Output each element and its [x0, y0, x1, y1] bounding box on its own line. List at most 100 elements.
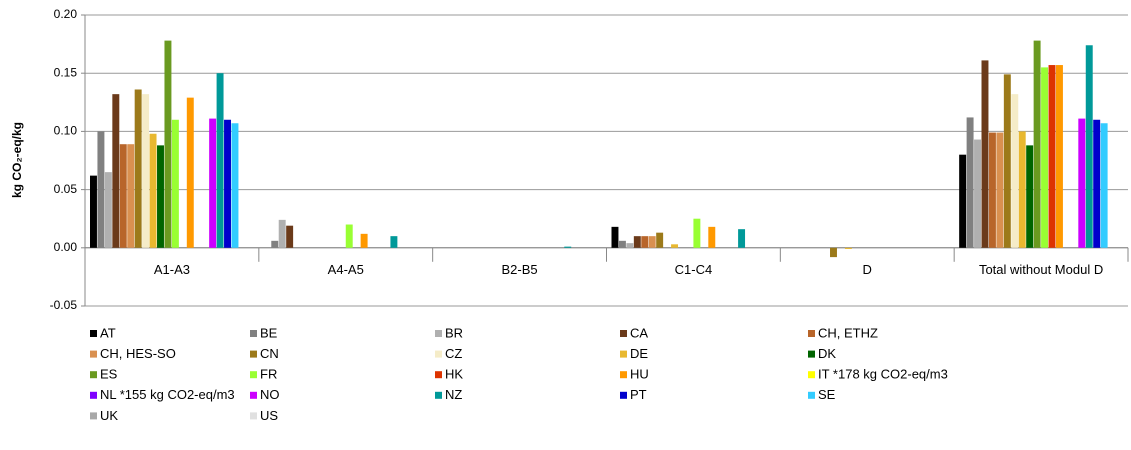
bar: [1026, 145, 1034, 248]
bar: [164, 40, 172, 248]
bar: [1041, 67, 1049, 248]
legend-label: AT: [100, 325, 116, 340]
legend-swatch: [250, 391, 257, 399]
legend-swatch: [435, 391, 442, 399]
legend-label: BE: [260, 325, 278, 340]
bar: [633, 236, 641, 248]
bar: [996, 132, 1004, 248]
legend-swatch: [808, 350, 815, 358]
x-tick-label: A4-A5: [328, 262, 364, 277]
bar: [1018, 131, 1026, 248]
legend-label: CH, HES-SO: [100, 346, 176, 361]
x-tick-label: B2-B5: [502, 262, 538, 277]
legend-swatch: [250, 412, 257, 420]
legend-swatch: [435, 371, 442, 379]
legend-label: BR: [445, 325, 463, 340]
bar: [844, 247, 852, 249]
bar: [278, 219, 286, 248]
legend-label: UK: [100, 408, 118, 423]
bar: [618, 240, 626, 248]
legend-swatch: [250, 371, 257, 379]
legend-label: CA: [630, 325, 648, 340]
legend-label: HK: [445, 367, 463, 382]
x-tick-label: Total without Modul D: [979, 262, 1103, 277]
bar: [988, 132, 996, 248]
bar: [656, 232, 664, 248]
y-tick-label: -0.05: [50, 298, 78, 312]
bar: [830, 247, 837, 258]
bar: [1055, 65, 1063, 248]
legend-swatch: [250, 330, 257, 337]
bar: [1078, 118, 1086, 248]
legend-swatch: [808, 330, 815, 337]
bar: [271, 240, 279, 248]
bar: [738, 229, 746, 248]
bar: [360, 233, 368, 248]
bar: [90, 175, 97, 248]
bar: [1003, 74, 1011, 248]
bar: [708, 226, 716, 248]
bar: [157, 145, 164, 248]
bar: [209, 118, 217, 248]
legend-label: PT: [630, 387, 647, 402]
bar: [127, 144, 135, 248]
y-tick-label: 0.10: [54, 124, 78, 138]
bar: [1100, 123, 1108, 248]
legend-swatch: [620, 391, 627, 399]
bar: [564, 246, 572, 248]
x-tick-label: D: [863, 262, 872, 277]
legend-swatch: [620, 330, 627, 337]
bar: [693, 218, 701, 248]
bar: [671, 244, 679, 248]
legend-label: NZ: [445, 387, 462, 402]
bar: [1033, 40, 1041, 248]
bar: [104, 172, 112, 248]
bar: [641, 236, 649, 248]
legend-swatch: [435, 350, 442, 358]
legend-label: US: [260, 408, 278, 423]
bar: [171, 119, 179, 248]
bar: [1093, 119, 1101, 248]
legend-swatch: [90, 412, 97, 420]
legend-swatch: [90, 391, 97, 399]
bar: [231, 123, 239, 248]
bar: [149, 133, 157, 248]
x-tick-label: C1-C4: [675, 262, 713, 277]
legend-label: DE: [630, 346, 648, 361]
legend-label: HU: [630, 367, 649, 382]
legend-swatch: [808, 391, 815, 399]
legend-label: NL *155 kg CO2-eq/m3: [100, 387, 235, 402]
bar: [981, 60, 989, 248]
y-axis-label: kg CO₂-eq/kg: [10, 122, 24, 198]
bar: [966, 117, 974, 248]
y-tick-label: 0.20: [54, 7, 78, 21]
legend-label: CZ: [445, 346, 462, 361]
legend-label: NO: [260, 387, 280, 402]
legend-label: FR: [260, 367, 277, 382]
bar: [119, 144, 127, 248]
legend-label: CN: [260, 346, 279, 361]
legend-swatch: [620, 371, 627, 379]
bar: [626, 243, 634, 248]
legend-swatch: [90, 371, 97, 379]
bar: [959, 154, 967, 248]
bar: [286, 225, 294, 248]
bar: [611, 226, 619, 248]
bar: [112, 94, 120, 248]
bar: [648, 236, 656, 248]
bar: [142, 94, 150, 248]
bar: [186, 97, 194, 248]
legend-label: SE: [818, 387, 836, 402]
bar: [224, 119, 231, 248]
x-tick-label: A1-A3: [154, 262, 190, 277]
legend-label: IT *178 kg CO2-eq/m3: [818, 367, 948, 382]
legend-label: CH, ETHZ: [818, 325, 878, 340]
bar: [134, 89, 142, 248]
bar: [1011, 94, 1019, 248]
bar: [1085, 45, 1093, 248]
bar: [974, 139, 982, 248]
bar: [345, 224, 353, 248]
legend-swatch: [250, 350, 257, 358]
legend-swatch: [435, 330, 442, 337]
